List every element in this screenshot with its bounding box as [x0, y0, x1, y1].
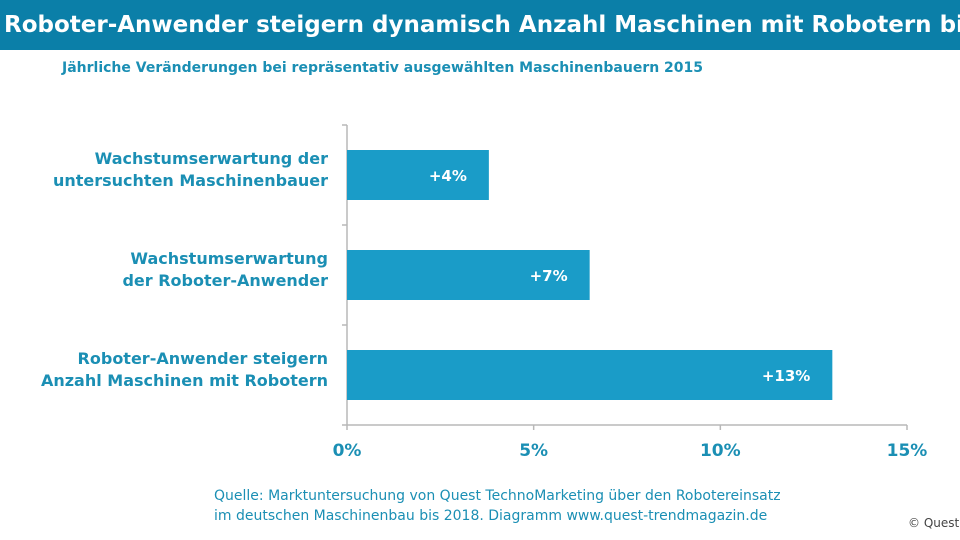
- source-note: Quelle: Marktuntersuchung von Quest Tech…: [214, 486, 781, 526]
- category-label: Wachstumserwartung der: [95, 149, 328, 168]
- x-tick-label: 15%: [887, 441, 928, 461]
- category-label: Wachstumserwartung: [130, 249, 328, 268]
- data-label: +7%: [530, 267, 568, 285]
- source-line-1: Quelle: Marktuntersuchung von Quest Tech…: [214, 488, 781, 504]
- x-tick-label: 10%: [700, 441, 741, 461]
- x-tick-label: 5%: [519, 441, 548, 461]
- bar: [347, 350, 833, 400]
- bar: [347, 250, 590, 300]
- x-tick-label: 0%: [333, 441, 362, 461]
- category-label: der Roboter-Anwender: [122, 271, 328, 290]
- category-label: untersuchten Maschinenbauer: [53, 171, 328, 190]
- chart-subtitle: Jährliche Veränderungen bei repräsentati…: [62, 60, 704, 76]
- category-label: Anzahl Maschinen mit Robotern: [41, 371, 328, 390]
- data-label: +13%: [762, 367, 810, 385]
- bar: [347, 150, 489, 200]
- source-line-2: im deutschen Maschinenbau bis 2018. Diag…: [214, 508, 768, 524]
- copyright: © Quest: [908, 516, 960, 530]
- chart-title: Roboter-Anwender steigern dynamisch Anza…: [0, 0, 960, 50]
- category-label: Roboter-Anwender steigern: [78, 349, 328, 368]
- data-label: +4%: [429, 167, 467, 185]
